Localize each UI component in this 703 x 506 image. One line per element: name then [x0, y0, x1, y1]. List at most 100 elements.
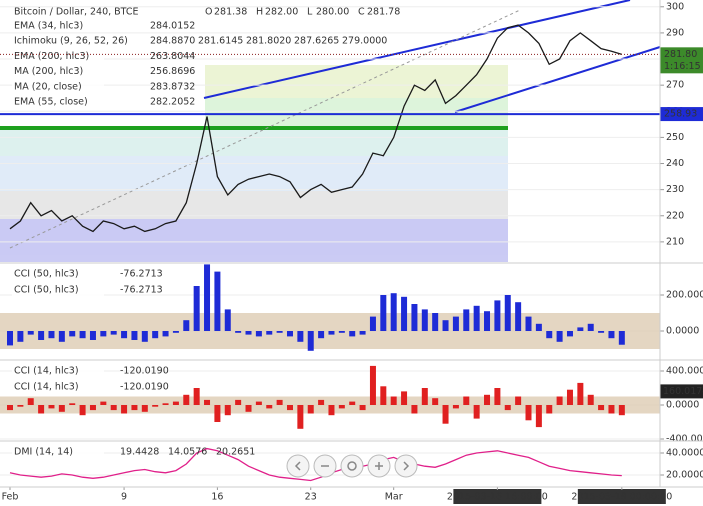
legend-name: CCI (50, hlc3): [14, 269, 79, 280]
price-tag: 281.80: [664, 49, 697, 60]
bar: [307, 331, 314, 351]
bar: [525, 316, 532, 332]
y-tick-label: 0.0000: [666, 399, 699, 410]
legend-name: EMA (200, hlc3): [14, 51, 89, 62]
bar: [587, 323, 594, 332]
bar: [369, 316, 376, 332]
bar: [193, 388, 200, 405]
bar: [380, 295, 387, 332]
price-tag: 258.93: [664, 109, 697, 120]
fib-bands: [0, 65, 508, 262]
legend-bg: [12, 446, 104, 458]
legend-bg: [12, 65, 104, 78]
legend-value: 284.0152: [150, 21, 195, 32]
legend-name: MA (200, hlc3): [14, 66, 83, 77]
bar: [245, 404, 252, 412]
y-tick-label: 300: [666, 1, 684, 12]
scroll-left-button[interactable]: [286, 454, 310, 478]
x-tick-label: Feb: [2, 492, 19, 503]
bar: [577, 382, 584, 405]
x-tick-label: Mar: [385, 492, 403, 503]
fib-band: [0, 128, 508, 156]
bar: [255, 331, 262, 337]
fib-band: [205, 65, 508, 98]
legend-name: EMA (55, close): [14, 97, 88, 108]
bar: [432, 398, 439, 405]
legend-value: 281.8020: [246, 36, 291, 47]
y-tick-label: 400.0000: [666, 366, 703, 377]
bar: [618, 331, 625, 345]
bar: [276, 399, 283, 405]
reset-button[interactable]: [340, 454, 364, 478]
bar: [276, 331, 283, 333]
legend-value: 281.6145: [198, 36, 243, 47]
bar: [286, 331, 293, 337]
bar: [598, 331, 605, 333]
bar: [38, 331, 45, 341]
legend-bg: [12, 381, 104, 393]
bar: [421, 388, 428, 405]
fib-band: [0, 156, 508, 191]
legend-bg: [12, 80, 104, 93]
bar: [504, 295, 511, 332]
fib-band: [205, 98, 508, 128]
legend-bg: [12, 20, 104, 32]
x-tick-label: 16: [211, 492, 223, 503]
legend-value: 20.2651: [216, 447, 255, 458]
bar: [193, 286, 200, 332]
bar: [79, 331, 86, 339]
legend-value: 19.4428: [120, 447, 159, 458]
bar: [266, 404, 273, 409]
legend-value: 279.0000: [342, 36, 387, 47]
bar: [286, 404, 293, 411]
x-tick-label: 2015-03-16 16:00:00: [447, 492, 548, 503]
legend-name: MA (20, close): [14, 81, 82, 92]
bar: [349, 401, 356, 405]
x-tick-label: 23: [305, 492, 317, 503]
y-tick-label: -400.0000: [666, 433, 703, 444]
x-tick-label: 2015-03-18 00:00:00: [571, 492, 672, 503]
bar: [121, 404, 128, 414]
bar: [442, 320, 449, 332]
legend-value: -120.0190: [120, 382, 169, 393]
bar: [369, 365, 376, 405]
legend-name: CCI (14, hlc3): [14, 382, 79, 393]
bar: [162, 331, 169, 337]
bar: [7, 404, 13, 411]
bar: [162, 403, 169, 405]
bar: [390, 396, 397, 405]
bar: [577, 327, 584, 332]
legend-value: -76.2713: [120, 285, 163, 296]
navigation-icons: [294, 461, 410, 471]
bar: [380, 386, 387, 405]
bar: [100, 331, 107, 337]
icon: [294, 461, 301, 471]
legend-value: 283.8732: [150, 81, 195, 92]
bar: [411, 404, 418, 414]
legend-value: 282.2052: [150, 97, 195, 108]
bar: [27, 331, 34, 335]
y-tick-label: 20.0000: [666, 470, 703, 481]
bar: [473, 404, 480, 419]
bar: [214, 271, 221, 332]
bar: [535, 323, 542, 332]
fib-band: [0, 219, 508, 262]
legend-name: CCI (50, hlc3): [14, 285, 79, 296]
bar: [183, 394, 190, 405]
countdown: 1:16:15: [664, 61, 701, 72]
bar: [546, 331, 553, 339]
bar: [598, 404, 605, 411]
scroll-right-button[interactable]: [394, 454, 418, 478]
bar: [338, 331, 345, 333]
trend-line: [203, 0, 631, 99]
bar: [100, 401, 107, 405]
bar: [121, 331, 128, 339]
bar: [442, 404, 449, 424]
bar: [89, 404, 96, 411]
navigation-buttons[interactable]: [286, 454, 418, 478]
bar: [17, 404, 24, 407]
bar: [421, 309, 428, 332]
bar: [494, 300, 501, 332]
bar: [172, 401, 179, 405]
legend-value: 14.0576: [168, 447, 207, 458]
